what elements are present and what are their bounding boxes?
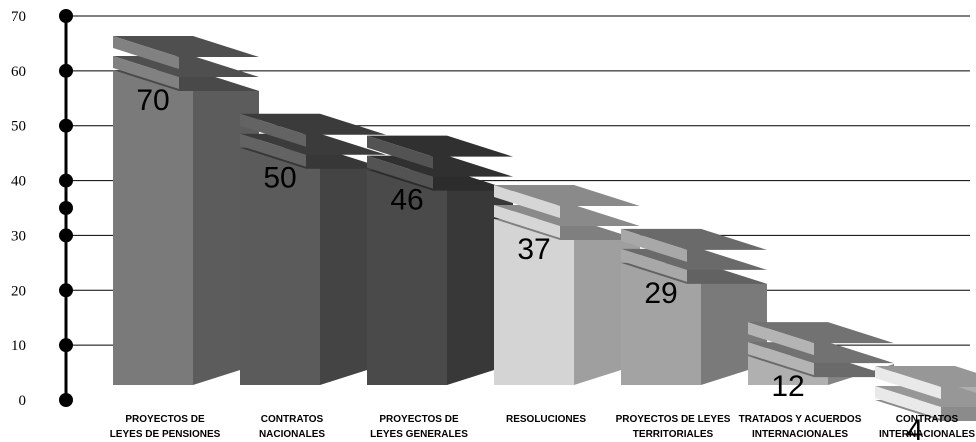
bar-slab-top	[621, 228, 767, 250]
bar-slab-top	[748, 322, 894, 344]
bar-value-label: 46	[390, 184, 423, 217]
bar-group: 37	[494, 185, 640, 385]
bar-group: 70	[113, 36, 259, 385]
y-tick-label: 70	[11, 9, 26, 25]
category-label: TRATADOS Y ACUERDOS	[739, 414, 862, 425]
category-label: CONTRATOS	[261, 414, 324, 425]
y-tick-label: 60	[11, 64, 26, 80]
bar-value-label: 37	[517, 233, 550, 266]
bar-slab-front	[748, 322, 814, 356]
bar-value-label: 12	[771, 370, 804, 403]
category-label: PROYECTOS DE	[125, 414, 205, 425]
category-label: INTERNACIONALES	[752, 429, 848, 440]
y-tick-label: 50	[11, 119, 26, 135]
bar-slab-front	[240, 113, 306, 147]
bars: 70 50 46 37 29 12 4	[113, 36, 976, 442]
y-axis-marker	[59, 63, 73, 78]
bar	[240, 147, 320, 385]
y-axis-marker	[59, 283, 73, 298]
y-axis: 0 10 20 30 40 50 60 70	[11, 9, 73, 409]
bar-slab-front	[494, 205, 560, 239]
category-label: NACIONALES	[259, 429, 325, 440]
y-tick-label: 40	[11, 174, 26, 190]
bar-slab-top	[113, 36, 259, 57]
category-label: PROYECTOS DE	[379, 414, 459, 425]
bar-group: 4	[875, 366, 976, 442]
y-tick-label: 30	[11, 228, 26, 244]
y-axis-marker	[59, 393, 73, 407]
y-axis-marker	[59, 201, 73, 215]
bar-slab-front	[367, 155, 433, 189]
bar-value-label: 70	[136, 84, 169, 117]
bar-slab-top	[875, 366, 976, 388]
category-label: TERRITORIALES	[633, 429, 714, 440]
bar-slab-front	[621, 228, 687, 262]
bar	[367, 169, 447, 385]
bar-slab-top	[494, 185, 640, 207]
bar-slab-front	[621, 248, 687, 282]
bar-slab-top	[494, 205, 640, 227]
bar-slab-front	[240, 133, 306, 167]
category-label: LEYES GENERALES	[370, 429, 468, 440]
category-label: LEYES DE PENSIONES	[110, 429, 221, 440]
category-labels: PROYECTOS DE LEYES DE PENSIONES CONTRATOS N…	[110, 414, 976, 440]
bar-slab-top	[875, 386, 976, 408]
bar-group: 46	[367, 135, 513, 385]
category-label: PROYECTOS DE LEYES	[616, 414, 731, 425]
bar-slab-top	[240, 113, 386, 135]
bar-slab-top	[621, 248, 767, 270]
bar-slab-top	[367, 135, 513, 157]
bar-group: 29	[621, 228, 767, 385]
y-axis-marker	[59, 228, 73, 243]
category-label: INTERNACIONALES	[879, 429, 975, 440]
bar-group: 50	[240, 113, 386, 385]
bar	[494, 219, 574, 385]
bar-slab-top	[113, 56, 259, 77]
bar-slab-front	[875, 386, 941, 420]
y-axis-marker	[59, 118, 73, 133]
bar-slab-front	[113, 56, 179, 89]
y-tick-label: 10	[11, 338, 26, 354]
bar-slab-front	[748, 342, 814, 376]
y-tick-label: 0	[19, 393, 27, 409]
bar-value-label: 29	[644, 277, 677, 310]
bar-value-label: 50	[263, 162, 296, 195]
category-label: RESOLUCIONES	[506, 414, 586, 425]
bar-slab-top	[748, 342, 894, 364]
bar-slab-front	[494, 185, 560, 219]
category-label: CONTRATOS	[896, 414, 959, 425]
bar-slab-top	[240, 133, 386, 155]
bar	[113, 70, 193, 385]
bar-slab-front	[113, 36, 179, 69]
y-tick-label: 20	[11, 283, 26, 299]
bar-slab-front	[367, 135, 433, 169]
bar-group: 12	[748, 322, 894, 403]
bar-slab-top	[367, 155, 513, 177]
y-axis-marker	[59, 338, 73, 353]
y-axis-marker	[59, 173, 73, 188]
bar-value-label: 4	[907, 414, 924, 442]
bar-slab-front	[875, 366, 941, 400]
y-axis-marker	[59, 9, 73, 23]
